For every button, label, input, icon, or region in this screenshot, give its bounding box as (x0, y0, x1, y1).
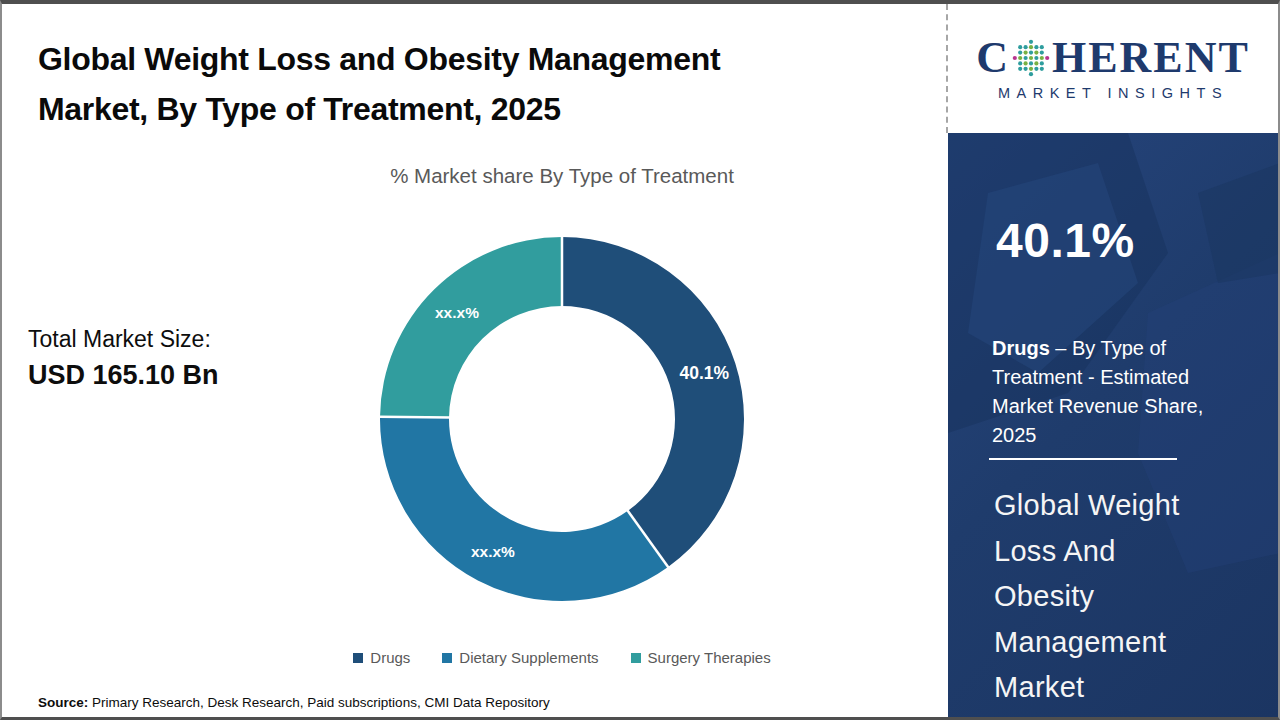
globe-dot (1023, 67, 1027, 71)
globe-dot (1040, 61, 1044, 65)
highlight-caption-segment: Drugs (992, 337, 1050, 359)
divider-line (989, 458, 1177, 460)
donut-segment-surgery-therapies (380, 237, 562, 418)
globe-dot (1023, 56, 1027, 60)
globe-dot (1034, 56, 1038, 60)
donut-chart: 40.1% xx.x% xx.x% (370, 227, 754, 611)
market-name-line: Market (994, 665, 1244, 711)
page-title-line1: Global Weight Loss and Obesity Managemen… (38, 34, 898, 84)
coherent-dot-globe-icon (1011, 38, 1051, 78)
globe-dot (1013, 56, 1017, 60)
donut-segment-label: 40.1% (680, 363, 730, 383)
page-title: Global Weight Loss and Obesity Managemen… (38, 34, 898, 134)
globe-dot (1040, 45, 1044, 49)
market-name-line: Obesity (994, 574, 1244, 620)
segment-separator (379, 417, 451, 418)
globe-dot (1023, 61, 1027, 65)
brand-logo: C HERENT (976, 36, 1250, 80)
legend-label: Surgery Therapies (648, 649, 771, 666)
globe-dot (1018, 45, 1022, 49)
globe-dot (1034, 67, 1038, 71)
legend-item-dietary-supplements: Dietary Supplements (442, 649, 598, 666)
market-name: Global WeightLoss AndObesityManagementMa… (994, 483, 1244, 711)
donut-segment-dietary-supplements (380, 417, 668, 601)
source-note: Source: Primary Research, Desk Research,… (38, 695, 550, 710)
highlight-caption: Drugs – By Type of Treatment - Estimated… (992, 334, 1244, 450)
source-text: Primary Research, Desk Research, Paid su… (88, 695, 549, 710)
donut-segment-label: xx.x% (435, 304, 479, 321)
globe-dot (1018, 56, 1022, 60)
source-label: Source: (38, 695, 88, 710)
donut-segment-drugs (562, 237, 744, 567)
globe-dot (1029, 67, 1033, 71)
globe-dot (1018, 51, 1022, 55)
total-market-size-label: Total Market Size: (28, 326, 219, 353)
globe-dot (1029, 45, 1033, 49)
donut-segment-label: xx.x% (471, 543, 515, 560)
logo-subtitle: MARKET INSIGHTS (998, 85, 1228, 101)
globe-dot (1040, 51, 1044, 55)
legend-swatch-icon (442, 653, 452, 663)
globe-dot (1018, 67, 1022, 71)
globe-dot (1034, 51, 1038, 55)
page-title-line2: Market, By Type of Treatment, 2025 (38, 84, 898, 134)
globe-dot (1034, 45, 1038, 49)
legend-label: Drugs (370, 649, 410, 666)
globe-dot (1023, 45, 1027, 49)
chart-legend: Drugs Dietary Supplements Surgery Therapie… (177, 649, 947, 666)
legend-swatch-icon (631, 653, 641, 663)
globe-dot (1040, 67, 1044, 71)
infographic-root: Global Weight Loss and Obesity Managemen… (0, 0, 1280, 720)
market-name-line: Loss And (994, 529, 1244, 575)
globe-dot (1018, 61, 1022, 65)
sidebar-panel: 40.1% Drugs – By Type of Treatment - Est… (948, 133, 1280, 717)
logo-letter-c: C (976, 36, 1010, 80)
globe-dot (1029, 56, 1033, 60)
total-market-size: Total Market Size: USD 165.10 Bn (28, 326, 219, 391)
globe-dot (1029, 72, 1033, 76)
chart-title: % Market share By Type of Treatment (177, 164, 947, 188)
globe-dot (1023, 51, 1027, 55)
globe-dot (1029, 40, 1033, 44)
legend-item-surgery-therapies: Surgery Therapies (631, 649, 771, 666)
legend-label: Dietary Supplements (459, 649, 598, 666)
globe-dot (1040, 56, 1044, 60)
globe-dot (1029, 51, 1033, 55)
total-market-size-value: USD 165.10 Bn (28, 360, 219, 391)
legend-item-drugs: Drugs (353, 649, 410, 666)
brand-logo-panel: C HERENT MARKET INSIGHTS (946, 4, 1278, 133)
highlight-percentage: 40.1% (996, 213, 1135, 268)
market-name-line: Global Weight (994, 483, 1244, 529)
market-name-line: Management (994, 620, 1244, 666)
legend-swatch-icon (353, 653, 363, 663)
logo-letters-herent: HERENT (1052, 36, 1250, 80)
globe-dot (1029, 61, 1033, 65)
globe-dot (1045, 56, 1049, 60)
globe-dot (1034, 61, 1038, 65)
